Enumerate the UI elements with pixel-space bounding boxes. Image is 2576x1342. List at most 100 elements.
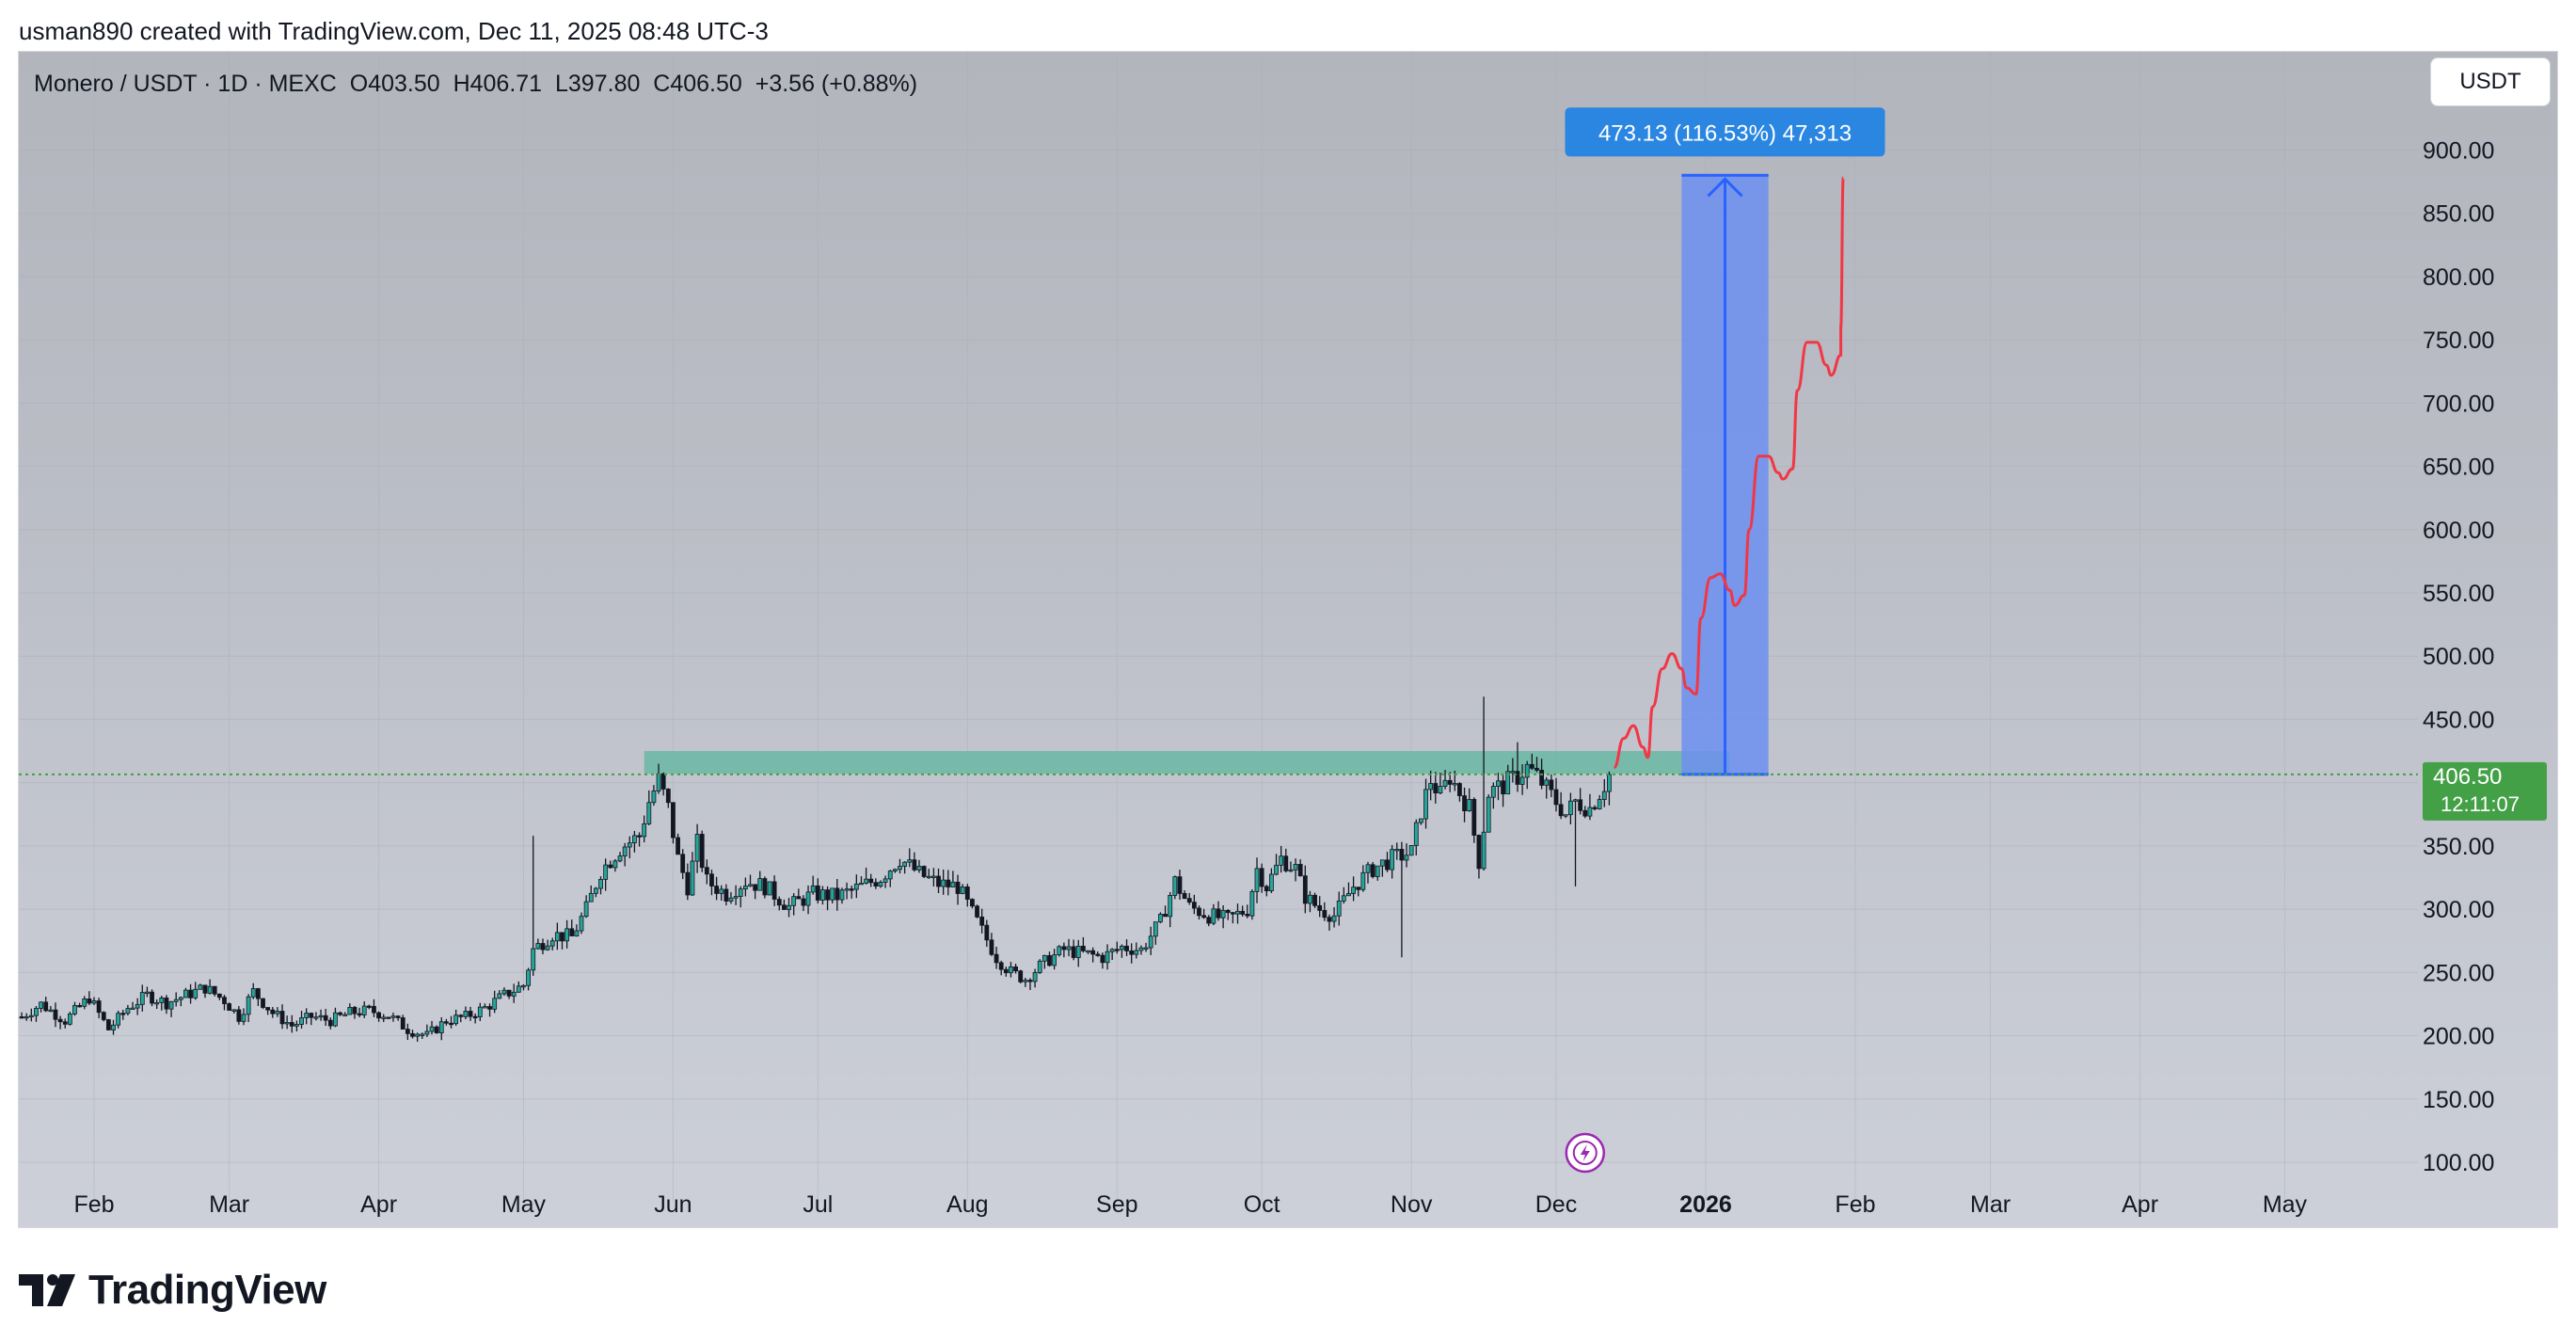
candle[interactable]	[236, 1005, 242, 1025]
candle[interactable]	[1018, 969, 1024, 983]
candle[interactable]	[1182, 890, 1187, 900]
candle[interactable]	[415, 1032, 421, 1042]
candle[interactable]	[1578, 788, 1583, 815]
candle[interactable]	[1061, 942, 1067, 958]
candle[interactable]	[1331, 906, 1337, 928]
candle[interactable]	[1163, 905, 1168, 918]
candle[interactable]	[1013, 964, 1018, 974]
candle[interactable]	[1490, 782, 1496, 809]
candle[interactable]	[608, 860, 613, 869]
candle[interactable]	[887, 870, 893, 887]
candle[interactable]	[1201, 908, 1207, 919]
candle[interactable]	[1032, 968, 1038, 988]
candle[interactable]	[1399, 841, 1405, 958]
candle[interactable]	[531, 836, 536, 976]
candle[interactable]	[357, 1007, 362, 1018]
chart-panel[interactable]: 473.13 (116.53%) 47,313 100.00 150.00 200.…	[18, 51, 2558, 1228]
candle[interactable]	[1341, 887, 1346, 904]
candle[interactable]	[458, 1014, 464, 1023]
candle[interactable]	[835, 878, 840, 911]
candle[interactable]	[853, 874, 859, 899]
candle[interactable]	[1283, 848, 1289, 873]
candle[interactable]	[198, 983, 203, 990]
candle[interactable]	[96, 998, 102, 1019]
candle[interactable]	[728, 891, 734, 904]
candle[interactable]	[1394, 842, 1400, 860]
candle[interactable]	[1351, 876, 1356, 902]
candle[interactable]	[998, 960, 1004, 976]
candle[interactable]	[724, 884, 729, 906]
candle[interactable]	[916, 859, 922, 873]
candle[interactable]	[560, 932, 564, 950]
candle[interactable]	[642, 815, 647, 843]
candle[interactable]	[1240, 905, 1246, 917]
candle[interactable]	[376, 1011, 381, 1022]
candle[interactable]	[347, 1003, 353, 1015]
candle[interactable]	[709, 870, 714, 896]
alert-icon[interactable]	[1565, 1132, 1606, 1174]
candle[interactable]	[791, 893, 797, 916]
candle[interactable]	[101, 1011, 106, 1022]
candle[interactable]	[660, 772, 666, 796]
candle[interactable]	[313, 1012, 319, 1021]
candle[interactable]	[1177, 870, 1183, 901]
candle[interactable]	[361, 1000, 367, 1018]
candle[interactable]	[1211, 903, 1216, 926]
candle[interactable]	[878, 880, 883, 888]
candle[interactable]	[1095, 951, 1101, 957]
candle[interactable]	[665, 788, 671, 808]
candle[interactable]	[1269, 868, 1274, 893]
candle[interactable]	[261, 998, 265, 1010]
candle[interactable]	[1356, 887, 1361, 897]
candle[interactable]	[241, 1008, 246, 1026]
candle[interactable]	[1105, 944, 1110, 970]
candle[interactable]	[449, 1015, 453, 1029]
candle[interactable]	[1279, 845, 1284, 873]
candle[interactable]	[275, 1007, 280, 1017]
candle[interactable]	[704, 859, 709, 885]
candle[interactable]	[1567, 792, 1573, 825]
candle[interactable]	[1235, 903, 1240, 924]
candle[interactable]	[622, 842, 628, 867]
candle[interactable]	[868, 873, 874, 887]
candle[interactable]	[1143, 942, 1149, 952]
candle[interactable]	[676, 833, 680, 855]
symbol-name[interactable]: Monero / USDT · 1D · MEXC	[34, 71, 337, 97]
candle[interactable]	[1322, 902, 1328, 921]
candle[interactable]	[1549, 774, 1554, 798]
candle[interactable]	[1052, 949, 1057, 970]
candle[interactable]	[883, 875, 888, 888]
candle[interactable]	[255, 987, 261, 1006]
candle[interactable]	[1009, 962, 1013, 978]
candle[interactable]	[1365, 861, 1371, 884]
candle[interactable]	[410, 1030, 415, 1039]
candle[interactable]	[651, 785, 657, 807]
candle[interactable]	[202, 984, 208, 999]
candle[interactable]	[116, 1010, 121, 1029]
candle[interactable]	[714, 876, 720, 901]
candle[interactable]	[825, 886, 830, 911]
candle[interactable]	[964, 884, 970, 907]
candle[interactable]	[483, 1003, 487, 1009]
candle[interactable]	[617, 852, 623, 863]
candle[interactable]	[212, 985, 217, 997]
candle[interactable]	[227, 1002, 232, 1011]
candle[interactable]	[1515, 742, 1520, 792]
candle[interactable]	[569, 919, 575, 936]
candle[interactable]	[1462, 787, 1467, 823]
candle[interactable]	[1308, 890, 1312, 913]
candle[interactable]	[742, 877, 748, 897]
candle[interactable]	[1438, 773, 1443, 794]
candle[interactable]	[492, 990, 498, 1014]
candle[interactable]	[1293, 858, 1298, 882]
candle[interactable]	[434, 1025, 439, 1034]
candle[interactable]	[1302, 865, 1308, 914]
candle[interactable]	[912, 852, 917, 872]
candle[interactable]	[333, 1007, 338, 1028]
candle[interactable]	[1206, 915, 1212, 927]
candle[interactable]	[1404, 843, 1409, 868]
candle[interactable]	[1544, 776, 1550, 799]
candle[interactable]	[323, 1009, 328, 1027]
candle[interactable]	[646, 790, 652, 825]
candle[interactable]	[400, 1014, 405, 1030]
